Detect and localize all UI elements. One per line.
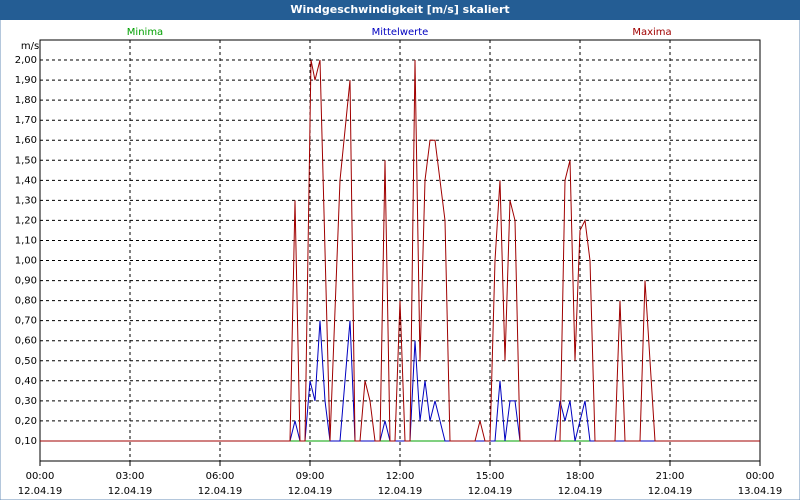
y-tick-label: 1,80 bbox=[15, 95, 37, 106]
y-tick-label: 0,10 bbox=[15, 436, 37, 447]
y-tick-label: 2,00 bbox=[15, 55, 37, 66]
x-tick-date: 12.04.19 bbox=[198, 486, 243, 497]
x-tick-date: 12.04.19 bbox=[288, 486, 333, 497]
x-tick-label: 00:00 bbox=[26, 471, 55, 482]
x-tick-label: 21:00 bbox=[656, 471, 685, 482]
y-tick-label: 0,70 bbox=[15, 316, 37, 327]
y-tick-label: 1,70 bbox=[15, 115, 37, 126]
y-tick-label: 1,40 bbox=[15, 175, 37, 186]
x-tick-label: 15:00 bbox=[476, 471, 505, 482]
x-tick-label: 12:00 bbox=[386, 471, 415, 482]
y-tick-label: 1,90 bbox=[15, 75, 37, 86]
y-tick-label: 0,50 bbox=[15, 356, 37, 367]
y-tick-label: 0,30 bbox=[15, 396, 37, 407]
x-tick-label: 18:00 bbox=[566, 471, 595, 482]
y-tick-label: 0,80 bbox=[15, 296, 37, 307]
x-tick-date: 12.04.19 bbox=[18, 486, 63, 497]
y-tick-label: 1,30 bbox=[15, 195, 37, 206]
legend-label: Maxima bbox=[632, 27, 671, 38]
x-tick-date: 12.04.19 bbox=[108, 486, 153, 497]
x-tick-label: 06:00 bbox=[206, 471, 235, 482]
y-tick-label: 0,20 bbox=[15, 416, 37, 427]
y-tick-label: 1,20 bbox=[15, 215, 37, 226]
y-tick-label: 1,10 bbox=[15, 235, 37, 246]
x-tick-date: 12.04.19 bbox=[648, 486, 693, 497]
legend-label: Minima bbox=[127, 27, 163, 38]
data-line bbox=[40, 320, 760, 442]
x-tick-label: 09:00 bbox=[296, 471, 325, 482]
x-tick-date: 12.04.19 bbox=[468, 486, 513, 497]
legend-label: Mittelwerte bbox=[372, 27, 429, 38]
y-tick-label: 1,00 bbox=[15, 256, 37, 267]
y-tick-label: 0,60 bbox=[15, 336, 37, 347]
chart-title: Windgeschwindigkeit [m/s] skaliert bbox=[290, 3, 509, 16]
y-tick-label: 0,90 bbox=[15, 276, 37, 287]
title-bar bbox=[0, 0, 800, 20]
y-tick-label: 1,60 bbox=[15, 135, 37, 146]
y-tick-label: 1,50 bbox=[15, 155, 37, 166]
x-tick-date: 13.04.19 bbox=[738, 486, 783, 497]
x-tick-label: 03:00 bbox=[116, 471, 145, 482]
y-axis-label: m/s bbox=[21, 41, 39, 52]
x-tick-date: 12.04.19 bbox=[378, 486, 423, 497]
data-line bbox=[40, 59, 760, 442]
x-tick-date: 12.04.19 bbox=[558, 486, 603, 497]
x-tick-label: 00:00 bbox=[746, 471, 775, 482]
y-tick-label: 0,40 bbox=[15, 376, 37, 387]
